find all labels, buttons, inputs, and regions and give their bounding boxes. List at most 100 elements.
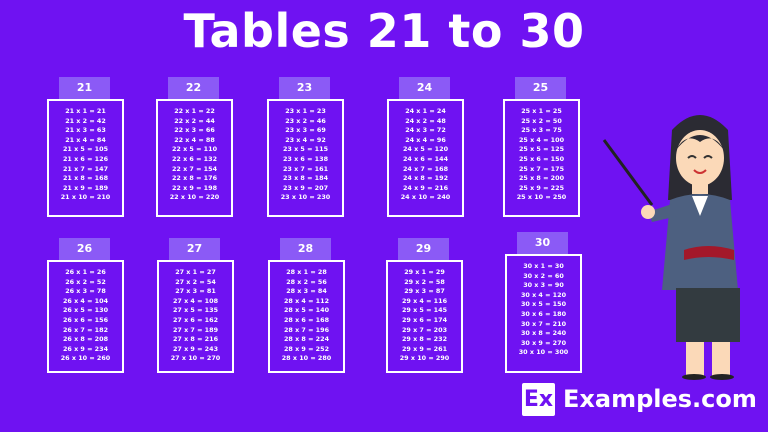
table-body: 25 x 1 = 25 25 x 2 = 50 25 x 3 = 75 25 x 4 … xyxy=(503,99,580,217)
table-body: 23 x 1 = 23 23 x 2 = 46 23 x 3 = 69 23 x 4 … xyxy=(267,99,344,217)
table-line: 26 x 8 = 208 xyxy=(62,335,109,344)
table-line: 25 x 4 = 100 xyxy=(518,135,565,144)
table-line: 21 x 9 = 189 xyxy=(62,183,109,192)
table-line: 23 x 8 = 184 xyxy=(282,174,329,183)
table-line: 30 x 7 = 210 xyxy=(520,319,567,328)
table-line: 26 x 4 = 104 xyxy=(62,296,109,305)
table-line: 28 x 4 = 112 xyxy=(283,296,330,305)
table-line: 22 x 1 = 22 xyxy=(174,107,215,115)
table-line: 23 x 1 = 23 xyxy=(285,107,326,115)
table-line: 26 x 10 = 260 xyxy=(60,354,111,363)
table-line: 27 x 1 = 27 xyxy=(175,268,216,276)
table-line: 29 x 4 = 116 xyxy=(401,296,448,305)
table-line: 30 x 6 = 180 xyxy=(520,309,567,318)
teacher-illustration xyxy=(602,115,740,380)
table-line: 25 x 3 = 75 xyxy=(521,126,562,135)
table-line: 25 x 5 = 125 xyxy=(518,145,565,154)
table-header: 25 xyxy=(515,77,566,99)
table-line: 21 x 7 = 147 xyxy=(62,164,109,173)
table-line: 26 x 6 = 156 xyxy=(62,315,109,324)
page-title: Tables 21 to 30 xyxy=(183,4,585,58)
table-line: 25 x 8 = 200 xyxy=(518,174,565,183)
table-line: 30 x 5 = 150 xyxy=(520,300,567,309)
table-line: 21 x 8 = 168 xyxy=(62,174,109,183)
table-line: 24 x 6 = 144 xyxy=(402,154,449,163)
table-line: 24 x 1 = 24 xyxy=(405,107,446,115)
table-line: 26 x 9 = 234 xyxy=(62,344,109,353)
table-line: 27 x 7 = 189 xyxy=(172,325,219,334)
table-line: 25 x 9 = 225 xyxy=(518,183,565,192)
table-line: 25 x 6 = 150 xyxy=(518,154,565,163)
table-header: 22 xyxy=(168,77,219,99)
table-line: 23 x 4 = 92 xyxy=(285,135,326,144)
table-line: 21 x 4 = 84 xyxy=(65,135,106,144)
table-line: 23 x 5 = 115 xyxy=(282,145,329,154)
table-line: 22 x 3 = 66 xyxy=(174,126,215,135)
table-line: 22 x 5 = 110 xyxy=(171,145,218,154)
table-line: 23 x 7 = 161 xyxy=(282,164,329,173)
table-line: 27 x 9 = 243 xyxy=(172,344,219,353)
table-line: 28 x 5 = 140 xyxy=(283,306,330,315)
table-line: 26 x 7 = 182 xyxy=(62,325,109,334)
table-line: 27 x 8 = 216 xyxy=(172,335,219,344)
examples-logo-mark: Ex xyxy=(522,383,555,416)
table-line: 24 x 8 = 192 xyxy=(402,174,449,183)
pointer-stick xyxy=(602,139,654,206)
table-line: 25 x 7 = 175 xyxy=(518,164,565,173)
table-header: 27 xyxy=(169,238,220,260)
table-line: 24 x 5 = 120 xyxy=(402,145,449,154)
table-body: 29 x 1 = 29 29 x 2 = 58 29 x 3 = 87 29 x 4 … xyxy=(386,260,463,373)
table-line: 26 x 1 = 26 xyxy=(65,268,106,276)
table-line: 24 x 4 = 96 xyxy=(405,135,446,144)
table-line: 22 x 10 = 220 xyxy=(169,193,220,202)
table-body: 30 x 1 = 30 30 x 2 = 60 30 x 3 = 90 30 x 4 … xyxy=(505,254,582,373)
table-line: 24 x 2 = 48 xyxy=(405,116,446,125)
table-line: 27 x 4 = 108 xyxy=(172,296,219,305)
table-body: 24 x 1 = 24 24 x 2 = 48 24 x 3 = 72 24 x 4 … xyxy=(387,99,464,217)
table-line: 25 x 2 = 50 xyxy=(521,116,562,125)
table-header: 21 xyxy=(59,77,110,99)
table-line: 22 x 2 = 44 xyxy=(174,116,215,125)
table-line: 29 x 7 = 203 xyxy=(401,325,448,334)
table-line: 27 x 10 = 270 xyxy=(170,354,221,363)
table-line: 28 x 3 = 84 xyxy=(286,287,327,296)
table-line: 27 x 5 = 135 xyxy=(172,306,219,315)
table-header: 29 xyxy=(398,238,449,260)
table-line: 24 x 3 = 72 xyxy=(405,126,446,135)
table-line: 29 x 5 = 145 xyxy=(401,306,448,315)
table-line: 29 x 2 = 58 xyxy=(404,277,445,286)
table-line: 28 x 7 = 196 xyxy=(283,325,330,334)
table-line: 21 x 2 = 42 xyxy=(65,116,106,125)
table-line: 23 x 10 = 230 xyxy=(280,193,331,202)
table-line: 28 x 8 = 224 xyxy=(283,335,330,344)
table-line: 23 x 9 = 207 xyxy=(282,183,329,192)
table-header: 24 xyxy=(399,77,450,99)
table-line: 22 x 9 = 198 xyxy=(171,183,218,192)
table-line: 21 x 3 = 63 xyxy=(65,126,106,135)
table-line: 28 x 1 = 28 xyxy=(286,268,327,276)
table-body: 21 x 1 = 21 21 x 2 = 42 21 x 3 = 63 21 x 4 … xyxy=(47,99,124,217)
table-line: 21 x 10 = 210 xyxy=(60,193,111,202)
table-line: 24 x 10 = 240 xyxy=(400,193,451,202)
table-line: 29 x 6 = 174 xyxy=(401,315,448,324)
table-header: 26 xyxy=(59,238,110,260)
table-body: 27 x 1 = 27 27 x 2 = 54 27 x 3 = 81 27 x 4 … xyxy=(157,260,234,373)
table-line: 29 x 3 = 87 xyxy=(404,287,445,296)
table-line: 28 x 10 = 280 xyxy=(281,354,332,363)
table-line: 26 x 3 = 78 xyxy=(65,287,106,296)
table-line: 28 x 6 = 168 xyxy=(283,315,330,324)
table-line: 23 x 2 = 46 xyxy=(285,116,326,125)
table-line: 23 x 6 = 138 xyxy=(282,154,329,163)
table-line: 25 x 10 = 250 xyxy=(516,193,567,202)
table-line: 21 x 1 = 21 xyxy=(65,107,106,115)
table-body: 26 x 1 = 26 26 x 2 = 52 26 x 3 = 78 26 x 4 … xyxy=(47,260,124,373)
table-line: 22 x 8 = 176 xyxy=(171,174,218,183)
table-line: 26 x 2 = 52 xyxy=(65,277,106,286)
table-line: 30 x 8 = 240 xyxy=(520,329,567,338)
table-line: 22 x 7 = 154 xyxy=(171,164,218,173)
table-line: 21 x 6 = 126 xyxy=(62,154,109,163)
table-line: 30 x 4 = 120 xyxy=(520,290,567,299)
table-line: 30 x 10 = 300 xyxy=(518,348,569,357)
table-header: 28 xyxy=(280,238,331,260)
table-body: 22 x 1 = 22 22 x 2 = 44 22 x 3 = 66 22 x 4 … xyxy=(156,99,233,217)
